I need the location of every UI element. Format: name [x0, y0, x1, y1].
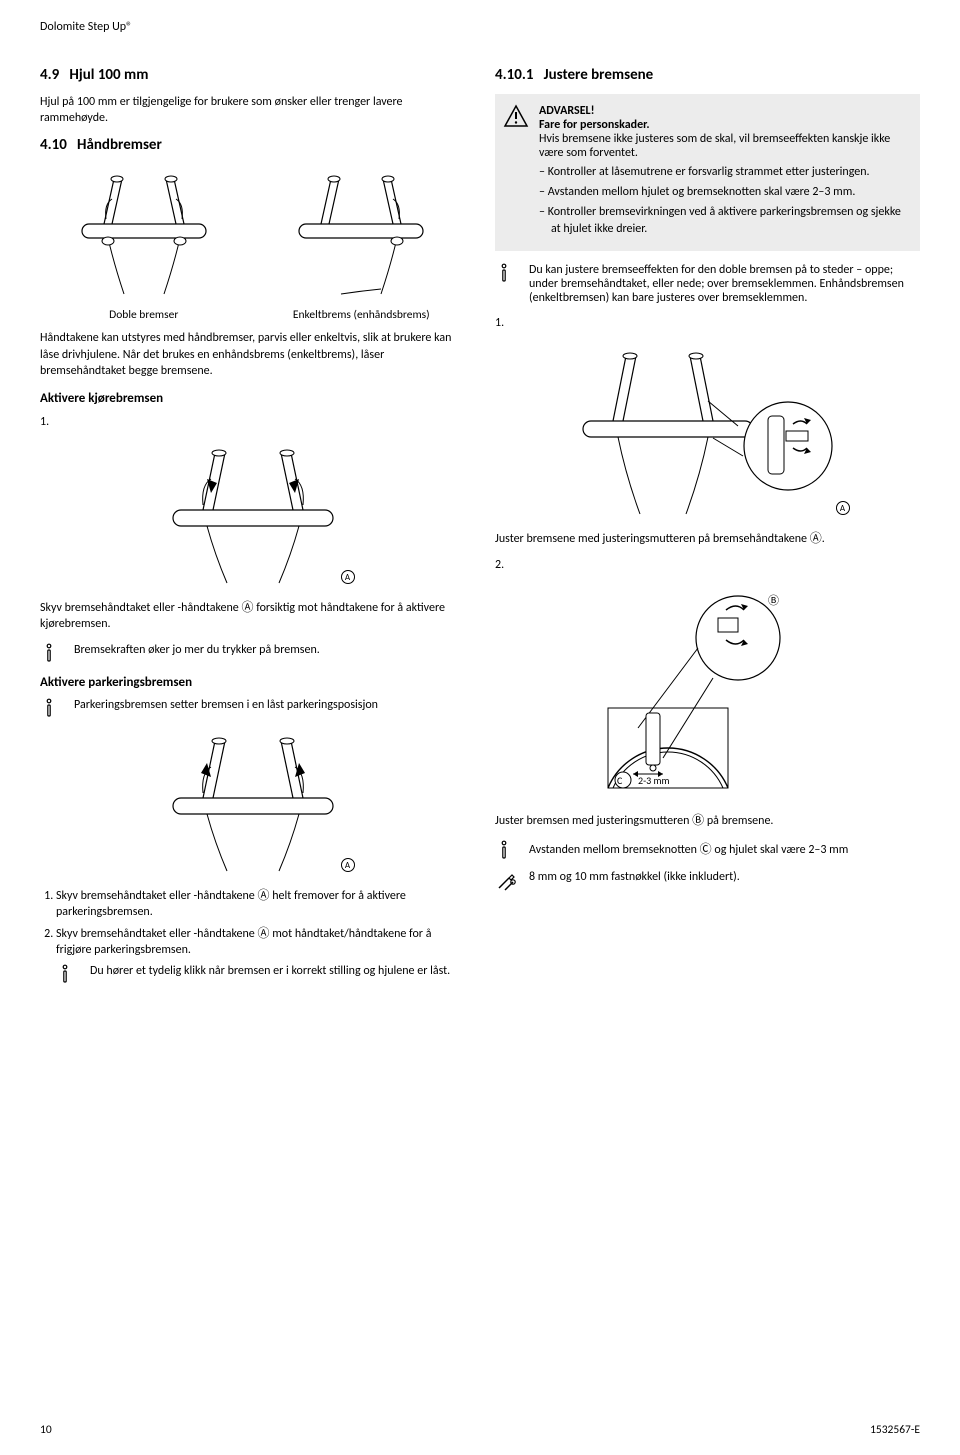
section-number: 4.10	[40, 136, 67, 154]
gap-label: 2-3 mm	[638, 774, 669, 787]
double-brake-diagram	[40, 164, 248, 304]
page-number: 10	[40, 1423, 52, 1437]
warning-box: ADVARSEL! Fare for personskader. Hvis br…	[495, 94, 920, 251]
info-adjust-brake: Du kan justere bremseeffekten for den do…	[495, 263, 920, 305]
info-icon	[495, 263, 519, 283]
rollator-illustration-single	[281, 169, 441, 299]
info-click-sound: Du hører et tydelig klikk når bremsen er…	[40, 964, 465, 984]
single-brake-diagram	[258, 164, 466, 304]
parking-brake-illustration	[153, 733, 353, 873]
parking-brake-figure: A	[40, 728, 465, 878]
section-4-10-title: 4.10 Håndbremser	[40, 136, 465, 154]
info-text: Du kan justere bremseeffekten for den do…	[529, 263, 920, 305]
push-brake-text: Skyv bremsehåndtaket eller -håndtakene Ⓐ…	[40, 600, 465, 632]
list-item: Kontroller bremsevirkningen ved å aktive…	[539, 204, 908, 236]
double-brake-caption: Doble bremser	[40, 308, 248, 322]
info-icon	[495, 840, 519, 860]
driving-brake-figure: A	[40, 440, 465, 590]
driving-brake-illustration	[153, 445, 353, 585]
rollator-illustration	[64, 169, 224, 299]
info-icon	[56, 964, 80, 984]
single-brake-caption: Enkeltbrems (enhåndsbrems)	[258, 308, 466, 322]
section-number: 4.10.1	[495, 66, 533, 84]
callout-b-label: Ⓑ	[768, 594, 779, 607]
step-1-label: 1.	[495, 315, 920, 331]
right-column: 4.10.1 Justere bremsene ADVARSEL! Fare f…	[495, 58, 920, 994]
tool-text: 8 mm og 10 mm fastnøkkel (ikke inkludert…	[529, 870, 920, 884]
list-item: Skyv bremsehåndtaket eller -håndtakene Ⓐ…	[56, 926, 465, 958]
tool-row: 8 mm og 10 mm fastnøkkel (ikke inkludert…	[495, 870, 920, 892]
list-item: Skyv bremsehåndtaket eller -håndtakene Ⓐ…	[56, 888, 465, 920]
section-title-text: Håndbremser	[77, 136, 162, 154]
section-4-9-body: Hjul på 100 mm er tilgjengelige for bruk…	[40, 94, 465, 126]
step-2-label: 2.	[495, 557, 920, 573]
callout-a: A	[341, 858, 355, 872]
section-4-10-1-title: 4.10.1 Justere bremsene	[495, 66, 920, 84]
warning-body: Hvis bremsene ikke justeres som de skal,…	[539, 132, 890, 160]
warning-icon	[503, 104, 529, 128]
section-4-10-body: Håndtakene kan utstyres med håndbremser,…	[40, 330, 465, 379]
section-4-9-title: 4.9 Hjul 100 mm	[40, 66, 465, 84]
callout-a: A	[836, 501, 850, 515]
info-text: Parkeringsbremsen setter bremsen i en lå…	[74, 698, 465, 712]
adjust-a-text: Juster bremsene med justeringsmutteren p…	[495, 531, 920, 547]
info-icon	[40, 643, 64, 663]
brake-diagram-pair: Doble bremser	[40, 164, 465, 322]
list-item: Avstanden mellom hjulet og bremseknotten…	[539, 184, 908, 200]
adjust-b-text: Juster bremsen med justeringsmutteren Ⓑ …	[495, 813, 920, 829]
adjust-handle-figure: A	[495, 341, 920, 521]
page-footer: 10 1532567-E	[40, 1423, 920, 1437]
info-text: Avstanden mellom bremseknotten Ⓒ og hjul…	[529, 840, 920, 857]
info-distance: Avstanden mellom bremseknotten Ⓒ og hjul…	[495, 840, 920, 860]
activate-parking-brake-heading: Aktivere parkeringsbremsen	[40, 675, 465, 690]
list-item: Kontroller at låsemutrene er forsvarlig …	[539, 164, 908, 180]
warning-title: ADVARSEL!	[539, 104, 908, 118]
section-title-text: Justere bremsene	[544, 66, 654, 84]
parking-brake-steps: Skyv bremsehåndtaket eller -håndtakene Ⓐ…	[40, 888, 465, 959]
info-text: Bremsekraften øker jo mer du trykker på …	[74, 643, 465, 657]
page-header: Dolomite Step Up®	[40, 20, 920, 34]
adjust-handle-illustration	[568, 346, 848, 516]
warning-subtitle: Fare for personskader.	[539, 118, 908, 132]
adjust-wheel-illustration: Ⓑ C 2-3 mm	[568, 588, 848, 798]
callout-a: A	[341, 570, 355, 584]
left-column: 4.9 Hjul 100 mm Hjul på 100 mm er tilgje…	[40, 58, 465, 994]
activate-driving-brake-heading: Aktivere kjørebremsen	[40, 391, 465, 406]
info-text: Du hører et tydelig klikk når bremsen er…	[90, 964, 465, 978]
tool-icon	[495, 870, 519, 892]
adjust-wheel-figure: Ⓑ C 2-3 mm	[495, 583, 920, 803]
info-brake-force: Bremsekraften øker jo mer du trykker på …	[40, 643, 465, 663]
section-number: 4.9	[40, 66, 59, 84]
doc-id: 1532567-E	[870, 1423, 920, 1437]
step-1-label: 1.	[40, 414, 465, 430]
info-parking-brake: Parkeringsbremsen setter bremsen i en lå…	[40, 698, 465, 718]
section-title-text: Hjul 100 mm	[69, 66, 148, 84]
svg-text:C: C	[617, 774, 623, 787]
info-icon	[40, 698, 64, 718]
